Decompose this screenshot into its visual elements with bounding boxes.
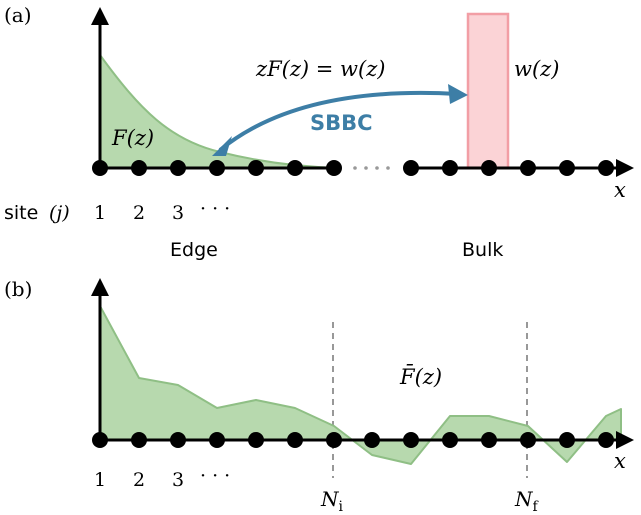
site-number-3-b: 3 xyxy=(172,469,184,491)
site-dot xyxy=(170,432,186,448)
site-dot xyxy=(326,160,342,176)
site-dot xyxy=(598,160,614,176)
marker-nf-letter: N xyxy=(514,487,534,511)
fbar-function-label: F̄(z) xyxy=(399,364,442,389)
site-dot xyxy=(209,160,225,176)
site-ellipsis-b: · · · xyxy=(200,465,230,487)
panel-b-label: (b) xyxy=(4,277,32,301)
site-index-label: (j) xyxy=(49,202,70,224)
site-dot xyxy=(131,160,147,176)
site-dot xyxy=(248,432,264,448)
site-ellipsis-a: · · · xyxy=(200,198,230,220)
site-dot xyxy=(559,432,575,448)
site-prefix-label: site xyxy=(4,202,38,224)
site-number-2-a: 2 xyxy=(133,202,145,224)
site-dot xyxy=(287,160,303,176)
site-dot xyxy=(248,160,264,176)
site-number-1-a: 1 xyxy=(94,202,106,224)
sbbc-arrow xyxy=(212,84,468,156)
site-dot xyxy=(403,160,419,176)
site-dot xyxy=(287,432,303,448)
x-axis-label-b: x xyxy=(614,449,626,473)
site-dot xyxy=(598,432,614,448)
bulk-window-rect xyxy=(466,12,510,170)
site-dot xyxy=(481,432,497,448)
site-dot xyxy=(520,160,536,176)
marker-ni-sub: i xyxy=(339,499,344,515)
edge-label: Edge xyxy=(170,239,218,261)
site-dot xyxy=(170,160,186,176)
marker-ni-label: Ni xyxy=(320,487,344,515)
marker-nf-label: Nf xyxy=(514,487,540,515)
edge-function-label: F(z) xyxy=(111,126,154,150)
bulk-label: Bulk xyxy=(462,239,503,261)
panel-b: (b) F̄(z) x 1 2 3 xyxy=(4,277,634,515)
bulk-function-label: w(z) xyxy=(514,57,559,81)
site-dot xyxy=(442,432,458,448)
site-dot xyxy=(326,432,342,448)
x-axis-label-a: x xyxy=(614,178,626,202)
site-dot xyxy=(209,432,225,448)
site-number-1-b: 1 xyxy=(94,469,106,491)
site-dot xyxy=(364,432,380,448)
marker-ni-letter: N xyxy=(320,487,340,511)
lattice-sites-a xyxy=(92,160,614,176)
marker-nf-sub: f xyxy=(533,499,540,515)
site-dot xyxy=(481,160,497,176)
axis-ellipsis xyxy=(353,166,390,170)
site-dot xyxy=(131,432,147,448)
site-dot xyxy=(92,432,108,448)
site-number-3-a: 3 xyxy=(172,202,184,224)
site-dot xyxy=(559,160,575,176)
lattice-sites-b xyxy=(92,432,614,448)
relation-label: zF(z) = w(z) xyxy=(255,57,385,81)
site-dot xyxy=(520,432,536,448)
site-dot xyxy=(403,432,419,448)
site-dot xyxy=(442,160,458,176)
site-dot xyxy=(92,160,108,176)
sbbc-label: SBBC xyxy=(310,111,373,135)
site-number-2-b: 2 xyxy=(133,469,145,491)
panel-a: (a) xyxy=(4,3,634,261)
panel-a-label: (a) xyxy=(4,3,32,27)
